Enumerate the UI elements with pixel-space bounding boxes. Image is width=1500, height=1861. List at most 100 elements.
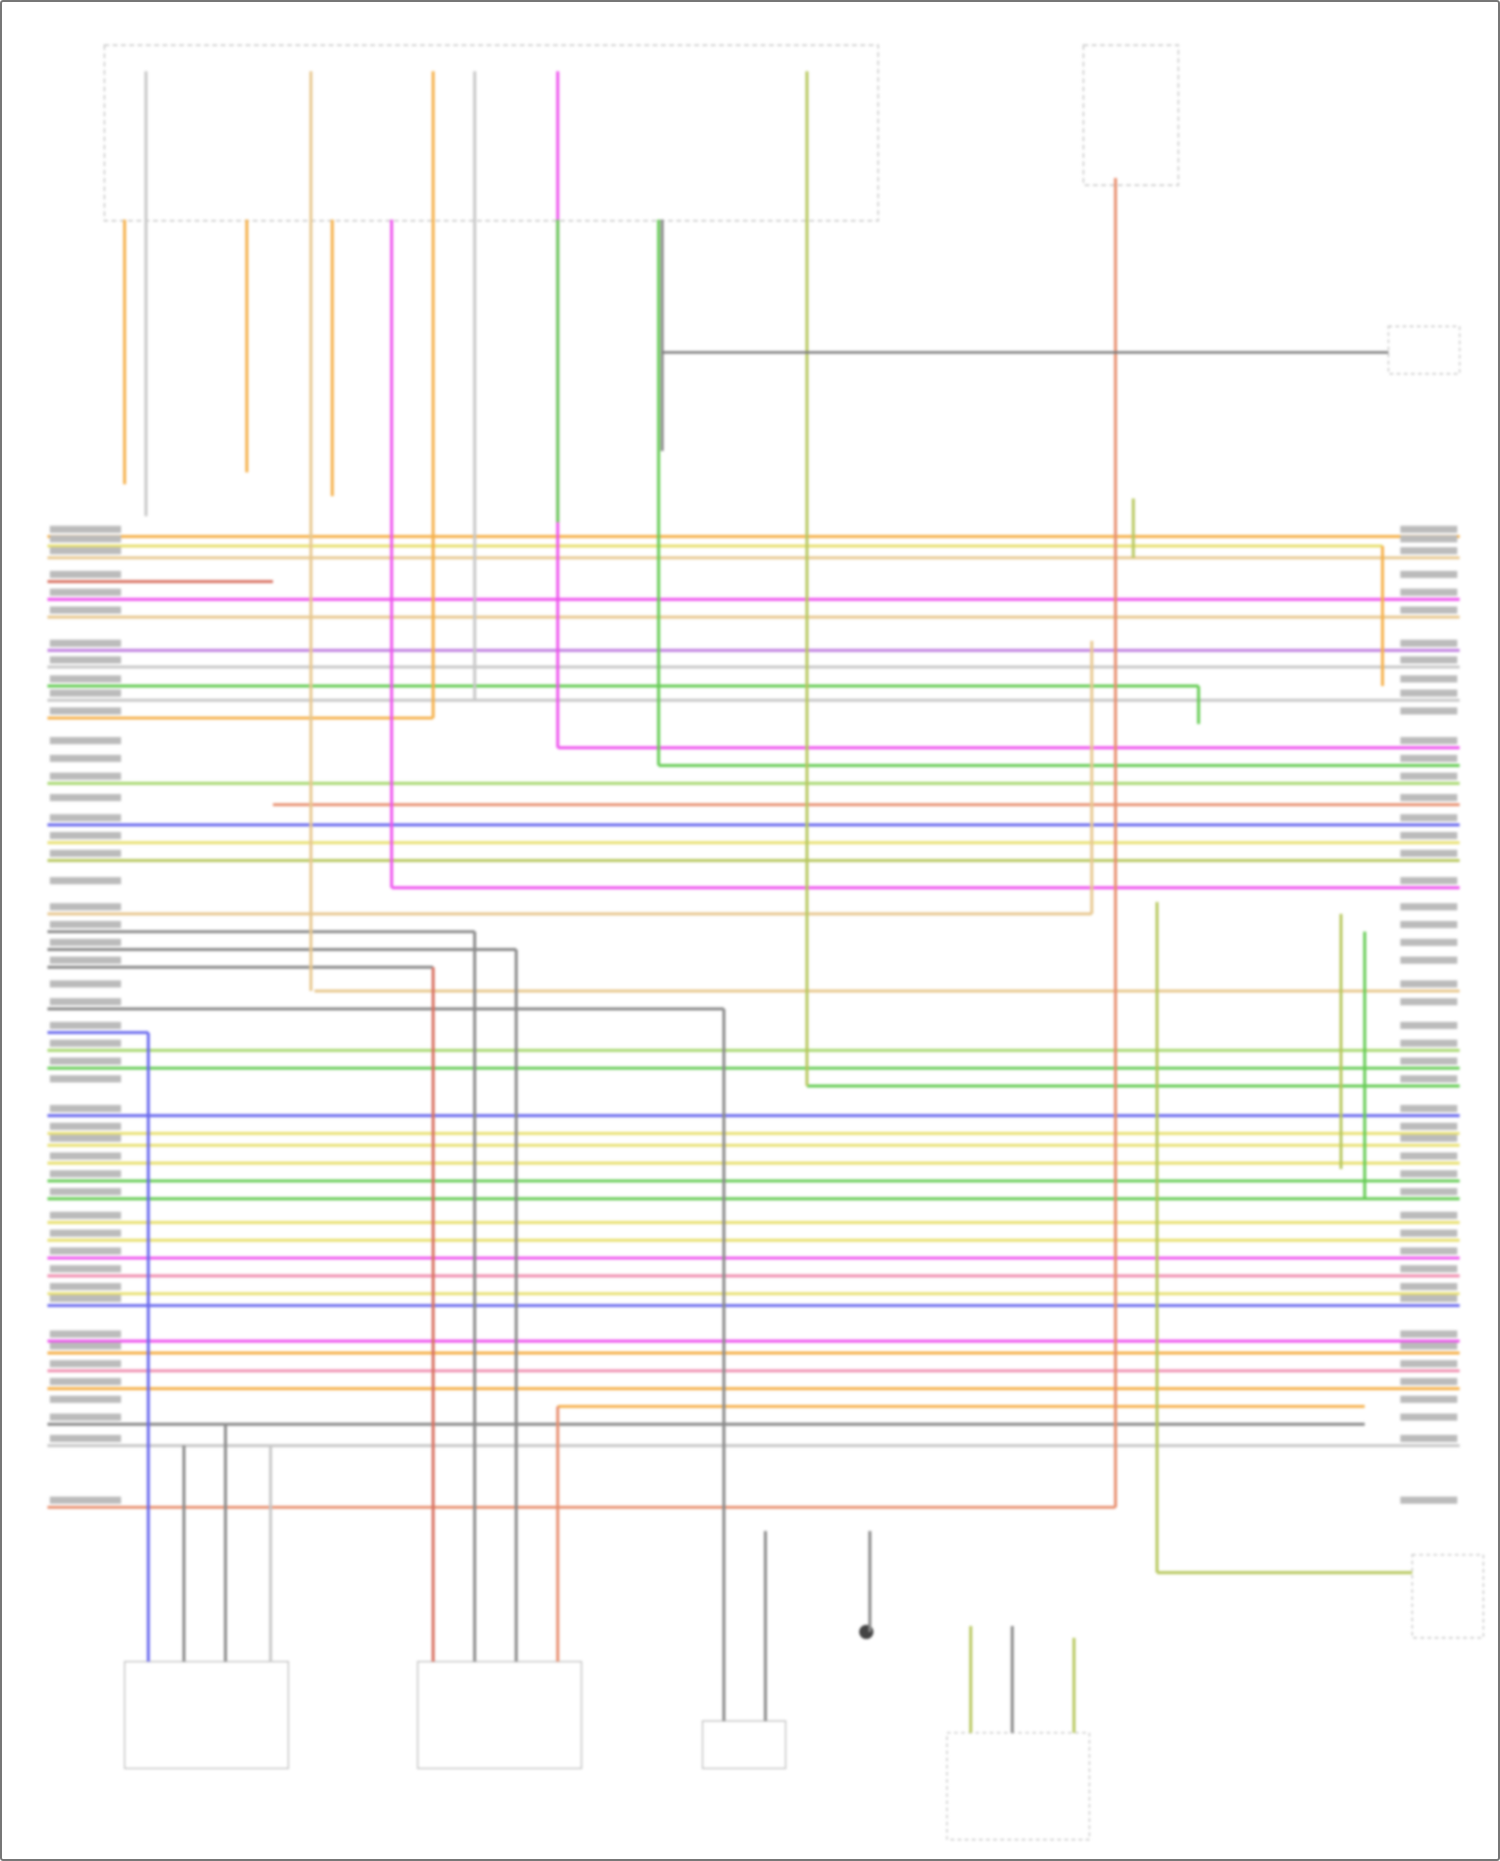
wire-label-blur (49, 606, 122, 614)
wires (47, 71, 1460, 1733)
wire-label-blur (1400, 831, 1458, 840)
wire-label-blur (1400, 849, 1458, 857)
wire-label-blur (49, 1282, 122, 1291)
wire-label-blur (1400, 547, 1458, 555)
wire-label-blur (1400, 707, 1458, 715)
wire-label-blur (49, 1330, 122, 1338)
wire-label-blur (1400, 814, 1458, 822)
wire-label-blur (49, 1395, 122, 1403)
wire-label-blur (49, 656, 122, 664)
connector-right-top (1387, 325, 1461, 375)
wire-label-blur (49, 849, 122, 857)
wire-label-blur (1400, 1434, 1458, 1443)
wire-label-blur (1400, 1211, 1458, 1219)
wire-label-blur (1400, 1152, 1458, 1160)
wire-label-blur (49, 877, 122, 885)
wire-label-blur (1400, 570, 1458, 579)
wire-label-blur (1400, 1021, 1458, 1030)
wire-label-blur (49, 1413, 122, 1421)
wire-label-blur (49, 1134, 122, 1142)
wire-label-blur (49, 1039, 122, 1047)
wire-label-blur (1400, 877, 1458, 885)
wire-label-blur (1400, 754, 1458, 762)
right-connector (1411, 1554, 1484, 1639)
wire-label-blur (49, 903, 122, 911)
wire-label-blur (49, 1377, 122, 1386)
wire-label-blur (49, 525, 122, 533)
lower-right-module (946, 1732, 1090, 1841)
wire-label-blur (1400, 737, 1458, 745)
wire-label-blur (1400, 1104, 1458, 1113)
wire-label-blur (1400, 1342, 1458, 1350)
wire-label-blur (49, 921, 122, 929)
wire-label-blur (49, 956, 122, 964)
wire-label-blur (1400, 1170, 1458, 1178)
wire-label-blur (49, 794, 122, 802)
wire-label-blur (49, 1122, 122, 1130)
wire-label-blur (1400, 656, 1458, 664)
wire-label-blur (1400, 921, 1458, 929)
wire-label-blur (49, 1104, 122, 1113)
wire-label-blur (1400, 1075, 1458, 1083)
wire-label-blur (49, 1057, 122, 1065)
wire-label-blur (49, 1247, 122, 1255)
wire-label-blur (49, 1434, 122, 1443)
wire-label-blur (49, 754, 122, 762)
wire-label-blur (1400, 1360, 1458, 1368)
label-blurs (49, 525, 1458, 1504)
wire-label-blur (49, 980, 122, 988)
wire-label-blur (1400, 903, 1458, 911)
wire-label-blur (1400, 1229, 1458, 1237)
wire-label-blur (1400, 525, 1458, 533)
wire-label-blur (1400, 1265, 1458, 1273)
wire-label-blur (1400, 956, 1458, 964)
wire-label-blur (1400, 998, 1458, 1006)
wire-label-blur (1400, 1294, 1458, 1302)
wire-label-blur (1400, 675, 1458, 683)
wire-label-blur (49, 831, 122, 840)
wire-label-blur (1400, 1247, 1458, 1255)
wire-label-blur (49, 772, 122, 780)
wire-label-blur (1400, 1282, 1458, 1291)
wire-label-blur (49, 1229, 122, 1237)
wire-label-blur (49, 675, 122, 683)
wire-label-blur (49, 814, 122, 822)
wire-label-blur (49, 1342, 122, 1350)
wire-label-blur (1400, 588, 1458, 596)
wire-label-blur (49, 588, 122, 596)
wire-label-blur (49, 1170, 122, 1178)
wire-label-blur (1400, 1039, 1458, 1047)
wire-label-blur (1400, 938, 1458, 946)
wire-label-blur (49, 1496, 122, 1504)
wire-label-blur (1400, 639, 1458, 647)
wire-label-blur (49, 1152, 122, 1160)
wire-label-blur (49, 1075, 122, 1083)
wire-label-blur (1400, 1395, 1458, 1403)
wire-label-blur (49, 639, 122, 647)
wire-label-blur (49, 535, 122, 543)
wire-label-blur (49, 570, 122, 579)
wire-label-blur (49, 938, 122, 946)
sensor-middle (417, 1661, 583, 1770)
wire-label-blur (49, 1265, 122, 1273)
wire-label-blur (1400, 1377, 1458, 1386)
switch-component (701, 1720, 787, 1770)
wire-label-blur (49, 707, 122, 715)
wire-label-blur (49, 547, 122, 555)
wire-label-blur (49, 1188, 122, 1196)
wire-label-blur (1400, 1496, 1458, 1504)
wire-label-blur (1400, 606, 1458, 614)
wire-label-blur (1400, 689, 1458, 697)
wire-label-blur (49, 1211, 122, 1219)
wire-label-blur (49, 998, 122, 1006)
wire-label-blur (1400, 980, 1458, 988)
wire-label-blur (49, 689, 122, 697)
wire-label-blur (1400, 1057, 1458, 1065)
wire-label-blur (1400, 1330, 1458, 1338)
wire-label-blur (1400, 535, 1458, 543)
wire-label-blur (49, 1294, 122, 1302)
sensor-left (124, 1661, 289, 1770)
wire-label-blur (49, 1360, 122, 1368)
wire-label-blur (1400, 1413, 1458, 1421)
